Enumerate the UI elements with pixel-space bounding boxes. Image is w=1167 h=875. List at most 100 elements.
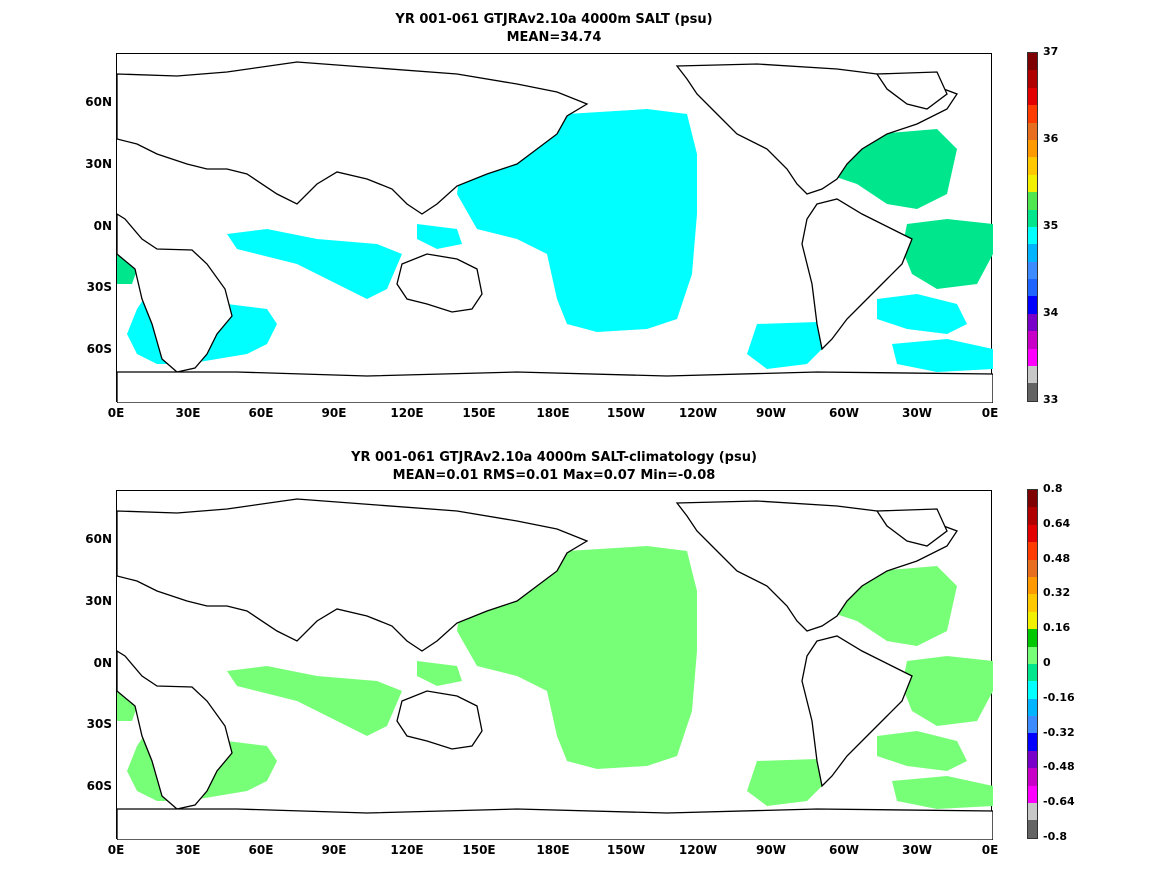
coastline xyxy=(875,508,948,547)
lon-tick-label: 120E xyxy=(390,406,424,420)
salinity-field-region xyxy=(417,661,462,686)
lon-tick-label: 120W xyxy=(678,406,718,420)
colorbar-segment xyxy=(1028,261,1037,280)
salinity-field-region xyxy=(877,731,967,771)
colorbar-label: 0.16 xyxy=(1043,621,1071,635)
lat-tick-label: 0N xyxy=(93,656,112,670)
panel2-title-line1: YR 001-061 GTJRAv2.10a 4000m SALT-climat… xyxy=(351,450,757,465)
lon-tick-label: 60E xyxy=(248,406,274,420)
colorbar-segment xyxy=(1028,716,1037,734)
colorbar-segment xyxy=(1028,313,1037,332)
colorbar-segment xyxy=(1028,750,1037,769)
salinity-field-region xyxy=(892,339,993,372)
lon-tick-label: 30W xyxy=(902,406,932,420)
lon-tick-label: 0E xyxy=(107,843,125,857)
colorbar-segment xyxy=(1028,663,1037,682)
colorbar-segment xyxy=(1028,785,1037,804)
colorbar-label: -0.16 xyxy=(1043,690,1075,704)
lon-tick-label: 150W xyxy=(606,406,646,420)
coastline xyxy=(117,213,233,373)
lon-tick-label: 60W xyxy=(829,406,859,420)
colorbar-segment xyxy=(1028,296,1037,314)
lon-tick-label: 90W xyxy=(756,406,786,420)
coastline xyxy=(801,198,913,351)
coastline xyxy=(117,808,993,840)
salinity-field-region xyxy=(747,759,827,806)
salinity-field-region xyxy=(747,322,827,369)
panel2-colorbar xyxy=(1027,489,1038,839)
colorbar-label: 34 xyxy=(1043,306,1059,319)
lat-tick-label: 30N xyxy=(85,157,112,171)
lat-tick-label: 30N xyxy=(85,594,112,608)
lon-tick-label: 150E xyxy=(462,406,496,420)
colorbar-segment xyxy=(1028,244,1037,262)
lon-tick-label: 0E xyxy=(981,843,999,857)
lon-tick-label: 0E xyxy=(107,406,125,420)
colorbar-segment xyxy=(1028,122,1037,140)
colorbar-segment xyxy=(1028,542,1037,560)
colorbar-segment xyxy=(1028,87,1037,106)
salinity-field-region xyxy=(227,229,402,299)
colorbar-segment xyxy=(1028,348,1037,367)
lon-tick-label: 120W xyxy=(678,843,718,857)
lat-tick-label: 60S xyxy=(86,342,112,356)
colorbar-label: -0.8 xyxy=(1043,830,1068,843)
lon-tick-label: 0E xyxy=(981,406,999,420)
colorbar-segment xyxy=(1028,681,1037,699)
colorbar-label: -0.48 xyxy=(1043,760,1075,774)
salinity-field-region xyxy=(892,776,993,809)
colorbar-segment xyxy=(1028,70,1037,88)
lon-tick-label: 150W xyxy=(606,843,646,857)
colorbar-label: 0.8 xyxy=(1043,482,1063,495)
lon-tick-label: 90E xyxy=(321,843,347,857)
panel1-colorbar xyxy=(1027,52,1038,402)
salinity-field-region xyxy=(457,109,697,332)
colorbar-segment xyxy=(1028,733,1037,751)
lon-tick-label: 90W xyxy=(756,843,786,857)
colorbar-segment xyxy=(1028,366,1037,384)
colorbar-segment xyxy=(1028,105,1037,123)
lon-tick-label: 60E xyxy=(248,843,274,857)
lon-tick-label: 60W xyxy=(829,843,859,857)
lon-tick-label: 150E xyxy=(462,843,496,857)
colorbar-segment xyxy=(1028,279,1037,297)
coastline xyxy=(801,635,913,788)
colorbar-segment xyxy=(1028,576,1037,595)
lat-tick-label: 60N xyxy=(85,95,112,109)
colorbar-segment xyxy=(1028,698,1037,717)
colorbar-label: 0.64 xyxy=(1043,516,1071,530)
colorbar-label: 35 xyxy=(1043,219,1059,232)
colorbar-segment xyxy=(1028,209,1037,227)
lon-tick-label: 180E xyxy=(536,843,570,857)
colorbar-segment xyxy=(1028,157,1037,175)
panel2-map xyxy=(116,490,993,840)
salinity-field-region xyxy=(417,224,462,249)
colorbar-segment xyxy=(1028,139,1037,158)
colorbar-segment xyxy=(1028,559,1037,577)
lon-tick-label: 30W xyxy=(902,843,932,857)
colorbar-label: 37 xyxy=(1043,45,1059,58)
lon-tick-label: 30E xyxy=(175,406,201,420)
colorbar-label: 0.48 xyxy=(1043,551,1071,565)
salinity-field-region xyxy=(877,294,967,334)
colorbar-segment xyxy=(1028,174,1037,193)
colorbar-segment xyxy=(1028,331,1037,349)
colorbar-segment xyxy=(1028,383,1037,401)
colorbar-label: 33 xyxy=(1043,393,1059,406)
panel1-title-line1: YR 001-061 GTJRAv2.10a 4000m SALT (psu) xyxy=(395,12,713,27)
lon-tick-label: 180E xyxy=(536,406,570,420)
colorbar-segment xyxy=(1028,646,1037,664)
coastline xyxy=(875,71,948,110)
lat-tick-label: 60N xyxy=(85,532,112,546)
salinity-field-region xyxy=(457,546,697,769)
panel2-title-line2: MEAN=0.01 RMS=0.01 Max=0.07 Min=-0.08 xyxy=(392,468,716,483)
coastline xyxy=(117,498,589,652)
colorbar-segment xyxy=(1028,803,1037,821)
salinity-field-region-high xyxy=(902,219,993,289)
lat-tick-label: 30S xyxy=(86,280,112,294)
colorbar-segment xyxy=(1028,524,1037,543)
lat-tick-label: 30S xyxy=(86,717,112,731)
colorbar-segment xyxy=(1028,192,1037,210)
colorbar-segment xyxy=(1028,53,1037,71)
lat-tick-label: 0N xyxy=(93,219,112,233)
